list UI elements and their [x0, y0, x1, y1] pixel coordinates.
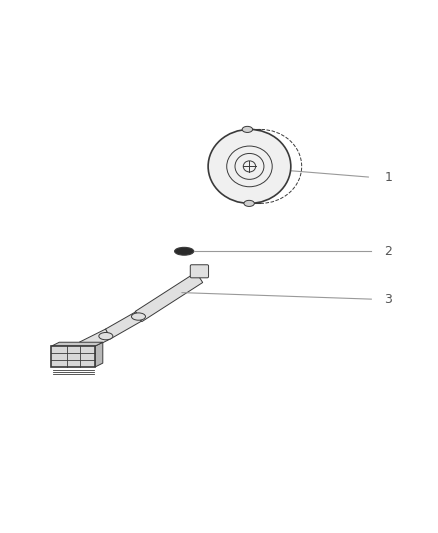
Ellipse shape [99, 333, 113, 340]
Polygon shape [95, 342, 103, 367]
Polygon shape [105, 312, 141, 338]
Ellipse shape [208, 130, 291, 204]
Text: 3: 3 [385, 293, 392, 305]
Ellipse shape [244, 200, 254, 206]
Text: 1: 1 [385, 171, 392, 184]
Polygon shape [79, 329, 110, 352]
Ellipse shape [242, 126, 253, 133]
Text: 2: 2 [385, 245, 392, 258]
FancyBboxPatch shape [190, 265, 208, 278]
Polygon shape [51, 342, 103, 346]
Ellipse shape [175, 247, 194, 255]
Ellipse shape [131, 313, 145, 320]
FancyBboxPatch shape [51, 346, 95, 367]
Polygon shape [135, 272, 203, 322]
